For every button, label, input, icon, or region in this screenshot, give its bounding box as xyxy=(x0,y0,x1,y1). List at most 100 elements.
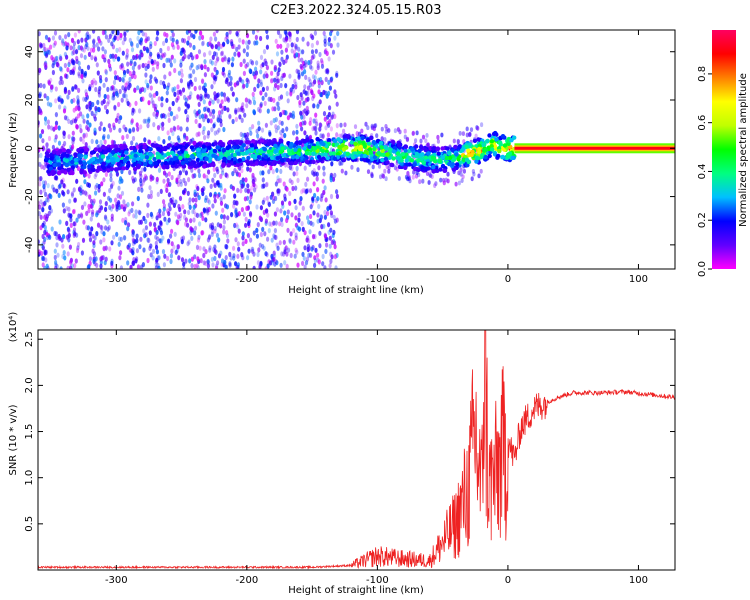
spectrogram-noise-cell xyxy=(200,34,205,41)
spectrogram-ridge-cell xyxy=(461,146,466,151)
colorbar-tick-label: 0.0 xyxy=(697,261,708,277)
spectrogram-noise-cell xyxy=(271,191,275,197)
spectrogram-noise-cell xyxy=(188,258,192,264)
spectrogram-noise-cell xyxy=(117,185,121,191)
spectrogram-ridge-cell xyxy=(96,158,101,163)
spectrogram-noise-cell xyxy=(46,119,51,125)
spectrogram-noise-cell xyxy=(255,204,259,210)
spectrogram-noise-cell xyxy=(72,221,76,227)
spectrogram-noise-cell xyxy=(72,136,76,142)
spectrogram-noise-cell xyxy=(222,229,226,235)
spectrogram-noise-cell xyxy=(324,76,328,82)
spectrogram-noise-cell xyxy=(119,176,123,182)
spectrogram-noise-cell xyxy=(308,188,313,194)
spectrogram-ridge-cell xyxy=(77,153,82,158)
spectrogram-noise-cell xyxy=(177,70,181,76)
spectrogram-noise-cell xyxy=(280,217,284,223)
spectrogram-noise-cell xyxy=(142,215,146,221)
spectrogram-ridge-cell xyxy=(278,138,283,143)
spectrogram-noise-cell xyxy=(274,124,278,130)
spectrogram-noise-cell xyxy=(79,128,83,134)
spectrogram-noise-cell xyxy=(113,70,117,76)
spectrogram-noise-cell xyxy=(169,253,173,259)
spectrogram-ridge-cell xyxy=(70,159,75,165)
spectrogram-noise-cell xyxy=(204,195,208,201)
spectrogram-noise-cell xyxy=(170,111,174,117)
spectrogram-noise-cell xyxy=(111,30,115,35)
spectrogram-noise-cell xyxy=(305,110,309,116)
spectrogram-noise-cell xyxy=(329,76,333,83)
spectrogram-noise-cell xyxy=(245,40,249,46)
spectrogram-noise-cell xyxy=(295,36,299,43)
spectrogram-noise-cell xyxy=(49,194,53,200)
spectrogram-ridge-cell xyxy=(372,154,378,160)
spectrogram-noise-cell xyxy=(225,173,229,179)
spectrogram-noise-cell xyxy=(190,256,194,262)
spectrogram-x-axis-label: Height of straight line (km) xyxy=(288,285,424,296)
spectrogram-noise-cell xyxy=(425,171,430,177)
spectrogram-noise-cell xyxy=(215,69,219,75)
spectrogram-noise-cell xyxy=(324,197,328,203)
spectrogram-noise-cell xyxy=(204,197,208,203)
spectrogram-noise-cell xyxy=(304,260,309,266)
spectrogram-noise-cell xyxy=(58,54,62,60)
spectrogram-noise-cell xyxy=(93,127,97,133)
spectrogram-noise-cell xyxy=(60,79,64,85)
spectrogram-noise-cell xyxy=(159,188,163,194)
spectrogram-noise-cell xyxy=(57,125,61,131)
spectrogram-noise-cell xyxy=(59,55,63,62)
spectrogram-noise-cell xyxy=(241,132,245,138)
spectrogram-noise-cell xyxy=(301,120,305,126)
spectrogram-noise-cell xyxy=(277,67,281,73)
spectrogram-noise-cell xyxy=(262,197,266,203)
spectrogram-noise-cell xyxy=(216,179,220,186)
spectrogram-noise-cell xyxy=(124,127,128,133)
spectrogram-noise-cell xyxy=(311,196,315,202)
spectrogram-noise-cell xyxy=(217,253,222,259)
spectrogram-ridge-cell xyxy=(52,163,57,168)
spectrogram-noise-cell xyxy=(165,57,169,63)
spectrogram-noise-cell xyxy=(232,43,236,50)
spectrogram-noise-cell xyxy=(206,263,210,269)
spectrogram-noise-cell xyxy=(58,95,62,101)
spectrogram-noise-cell xyxy=(197,49,202,55)
spectrogram-ridge-cell xyxy=(148,160,153,165)
spectrogram-ridge-cell xyxy=(391,149,397,154)
spectrogram-noise-cell xyxy=(470,176,474,182)
spectrogram-noise-cell xyxy=(103,139,107,145)
spectrogram-noise-cell xyxy=(115,231,119,237)
spectrogram-noise-cell xyxy=(144,72,148,78)
spectrogram-noise-cell xyxy=(310,65,314,71)
spectrogram-noise-cell xyxy=(92,113,96,119)
spectrogram-noise-cell xyxy=(126,260,130,266)
spectrogram-noise-cell xyxy=(124,93,128,99)
spectrogram-noise-cell xyxy=(276,188,280,195)
spectrogram-ridge-cell xyxy=(318,157,323,162)
spectrogram-noise-cell xyxy=(161,113,166,119)
spectrogram-noise-cell xyxy=(284,36,288,42)
spectrogram-noise-cell xyxy=(328,235,332,241)
spectrogram-x-tick-label: -100 xyxy=(366,274,389,285)
spectrogram-noise-cell xyxy=(105,109,109,115)
spectrogram-noise-cell xyxy=(208,234,212,240)
spectrogram-noise-cell xyxy=(222,41,226,47)
spectrogram-ridge-cell xyxy=(311,159,316,165)
spectrogram-noise-cell xyxy=(284,30,288,35)
spectrogram-noise-cell xyxy=(206,197,210,204)
spectrogram-noise-cell xyxy=(264,60,268,67)
spectrogram-noise-cell xyxy=(396,127,400,132)
spectrogram-noise-cell xyxy=(242,83,246,89)
spectrogram-noise-cell xyxy=(244,222,248,228)
spectrogram-ridge-cell xyxy=(332,138,338,144)
spectrogram-noise-cell xyxy=(204,217,208,223)
spectrogram-ridge-cell xyxy=(245,149,250,155)
spectrogram-ridge-cell xyxy=(323,152,328,157)
spectrogram-noise-cell xyxy=(190,263,194,269)
spectrogram-noise-cell xyxy=(110,260,114,266)
spectrogram-noise-cell xyxy=(184,101,188,107)
spectrogram-noise-cell xyxy=(52,42,56,48)
spectrogram-noise-cell xyxy=(192,217,196,223)
spectrogram-noise-cell xyxy=(162,62,166,69)
spectrogram-noise-cell xyxy=(262,74,266,80)
